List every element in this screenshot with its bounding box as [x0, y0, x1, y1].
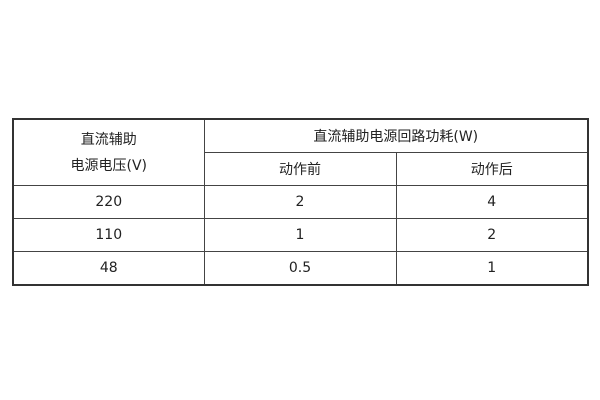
cell-voltage: 220 — [12, 185, 205, 219]
header-before: 动作前 — [203, 152, 397, 186]
header-row: 直流辅助 电源电压(V) 直流辅助电源回路功耗(W) — [12, 118, 589, 186]
cell-voltage: 48 — [12, 251, 205, 286]
cell-before: 2 — [203, 185, 397, 219]
table-row: 48 0.5 1 — [12, 251, 589, 286]
table-row: 110 1 2 — [12, 218, 589, 252]
cell-after: 4 — [395, 185, 589, 219]
header-voltage: 直流辅助 电源电压(V) — [12, 118, 205, 186]
cell-before: 0.5 — [203, 251, 397, 286]
header-voltage-line2: 电源电压(V) — [70, 157, 147, 174]
header-after: 动作后 — [395, 152, 589, 186]
cell-before: 1 — [203, 218, 397, 252]
header-power-group: 直流辅助电源回路功耗(W) — [203, 118, 589, 153]
power-consumption-table: 直流辅助 电源电压(V) 直流辅助电源回路功耗(W) 动作前 动作后 220 2… — [12, 118, 589, 286]
cell-after: 2 — [395, 218, 589, 252]
subheader-row: 动作前 动作后 — [13, 152, 589, 186]
cell-after: 1 — [395, 251, 589, 286]
cell-voltage: 110 — [12, 218, 205, 252]
header-voltage-line1: 直流辅助 — [80, 131, 137, 148]
table-row: 220 2 4 — [12, 185, 589, 219]
